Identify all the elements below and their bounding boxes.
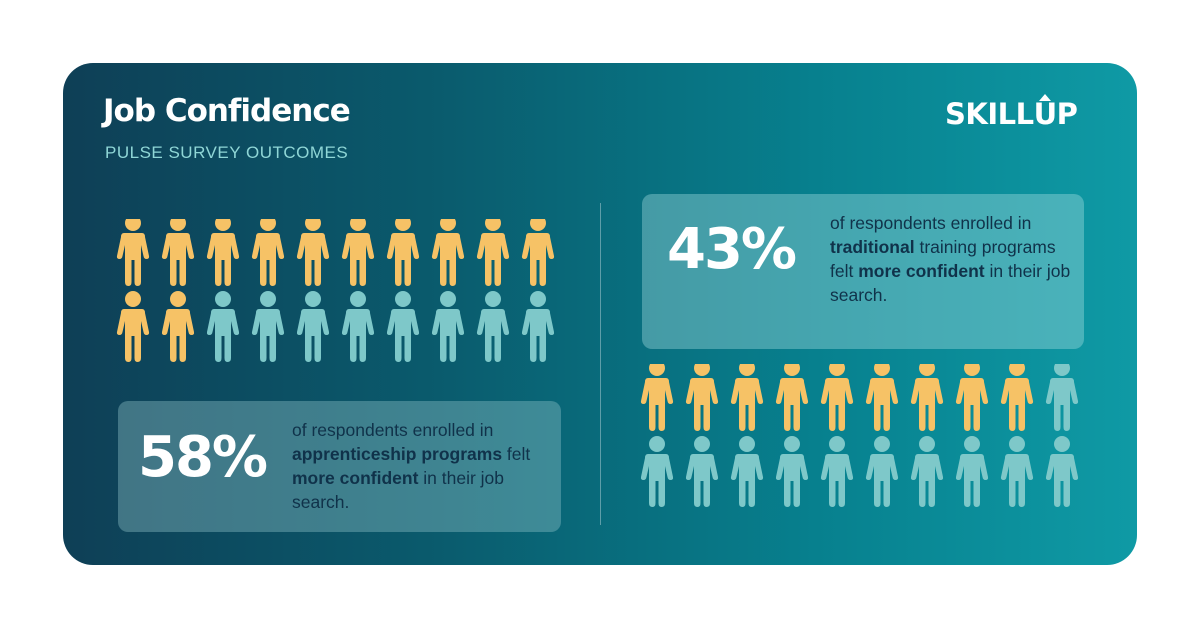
page-subtitle: PULSE SURVEY OUTCOMES xyxy=(105,143,349,162)
traditional-person-icon-default xyxy=(955,436,989,507)
page-title: Job Confidence xyxy=(103,93,351,129)
traditional-person-icon-default xyxy=(775,436,809,507)
traditional-person-icon-default xyxy=(865,436,899,507)
apprenticeship-stat-box: 58% of respondents enrolled in apprentic… xyxy=(118,401,561,532)
traditional-person-icon-highlighted xyxy=(865,364,899,431)
traditional-pictograph xyxy=(640,364,1079,507)
apprenticeship-person-icon-default xyxy=(386,291,420,362)
traditional-description: of respondents enrolled in traditional t… xyxy=(830,213,1071,305)
traditional-person-icon-default xyxy=(640,436,674,507)
traditional-person-icon-default xyxy=(1045,364,1079,431)
apprenticeship-person-icon-highlighted xyxy=(521,219,555,286)
infographic-card: Job Confidence PULSE SURVEY OUTCOMES SKI… xyxy=(63,63,1137,565)
apprenticeship-person-icon-default xyxy=(431,291,465,362)
logo-up-arrow-icon: U xyxy=(1033,94,1057,131)
apprenticeship-person-icon-highlighted xyxy=(386,219,420,286)
apprenticeship-person-icon-highlighted xyxy=(161,291,195,362)
apprenticeship-person-icon-highlighted xyxy=(161,219,195,286)
apprenticeship-person-icon-highlighted xyxy=(431,219,465,286)
traditional-person-icon-highlighted xyxy=(820,364,854,431)
apprenticeship-person-icon-highlighted xyxy=(296,219,330,286)
traditional-stat-box: 43% of respondents enrolled in tradition… xyxy=(642,194,1084,349)
apprenticeship-person-icon-default xyxy=(521,291,555,362)
logo-text-part-2: P xyxy=(1056,97,1078,131)
apprenticeship-person-icon-highlighted xyxy=(251,219,285,286)
section-divider xyxy=(600,203,601,525)
traditional-percent: 43% xyxy=(667,217,797,282)
traditional-person-icon-highlighted xyxy=(730,364,764,431)
traditional-person-icon-highlighted xyxy=(775,364,809,431)
traditional-person-icon-highlighted xyxy=(910,364,944,431)
traditional-person-icon-default xyxy=(1000,436,1034,507)
traditional-person-icon-highlighted xyxy=(1000,364,1034,431)
apprenticeship-person-icon-highlighted xyxy=(116,219,150,286)
traditional-person-icon-default xyxy=(910,436,944,507)
traditional-person-icon-default xyxy=(730,436,764,507)
apprenticeship-description: of respondents enrolled in apprenticeshi… xyxy=(292,420,531,512)
apprenticeship-pictograph xyxy=(116,219,555,362)
traditional-person-icon-default xyxy=(685,436,719,507)
apprenticeship-person-icon-highlighted xyxy=(341,219,375,286)
apprenticeship-person-icon-default xyxy=(476,291,510,362)
apprenticeship-person-icon-highlighted xyxy=(116,291,150,362)
traditional-person-icon-default xyxy=(820,436,854,507)
apprenticeship-person-icon-highlighted xyxy=(476,219,510,286)
apprenticeship-percent: 58% xyxy=(138,425,268,490)
skillup-logo: SKILLUP xyxy=(945,94,1078,131)
apprenticeship-person-icon-highlighted xyxy=(206,219,240,286)
apprenticeship-person-icon-default xyxy=(251,291,285,362)
apprenticeship-person-icon-default xyxy=(206,291,240,362)
traditional-person-icon-default xyxy=(1045,436,1079,507)
traditional-person-icon-highlighted xyxy=(640,364,674,431)
logo-text-part-1: SKILL xyxy=(945,97,1034,131)
traditional-person-icon-highlighted xyxy=(685,364,719,431)
apprenticeship-person-icon-default xyxy=(341,291,375,362)
traditional-person-icon-highlighted xyxy=(955,364,989,431)
apprenticeship-person-icon-default xyxy=(296,291,330,362)
